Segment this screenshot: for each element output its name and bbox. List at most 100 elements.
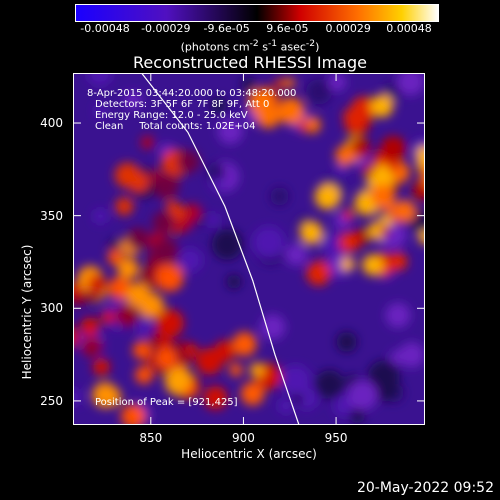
heatmap-emission-blob	[92, 382, 118, 408]
heatmap-emission-blob	[371, 184, 395, 208]
heatmap-emission-blob	[284, 77, 295, 89]
heatmap-emission-blob	[232, 331, 257, 357]
heatmap-texture-blob	[305, 79, 332, 105]
colorbar-tick-label: 0.00048	[386, 22, 432, 35]
heatmap-emission-blob	[155, 309, 184, 338]
heatmap-texture-blob	[280, 364, 311, 396]
heatmap-texture-blob	[226, 274, 242, 290]
x-tick-label: 850	[139, 431, 163, 445]
heatmap-emission-blob	[121, 404, 146, 425]
heatmap-emission-blob	[298, 120, 311, 133]
colorbar	[75, 4, 439, 22]
heatmap-texture-blob	[385, 302, 411, 328]
heatmap-texture-blob	[334, 163, 348, 177]
colorbar-tick-label: -0.00029	[141, 22, 191, 35]
x-tick-label: 900	[231, 431, 255, 445]
heatmap-texture-blob	[367, 360, 400, 393]
y-tick-label: 400	[40, 116, 63, 131]
heatmap-emission-blob	[185, 343, 199, 357]
heatmap-texture-blob	[328, 73, 347, 92]
heatmap-texture-blob	[396, 73, 425, 96]
x-axis-label: Heliocentric X (arcsec)	[181, 447, 317, 461]
heatmap-emission-blob	[183, 203, 202, 222]
heatmap-emission-blob	[196, 347, 223, 375]
heatmap-emission-blob	[158, 337, 173, 352]
heatmap-texture-blob	[94, 104, 109, 118]
heatmap-plot	[73, 73, 425, 425]
heatmap-texture-blob	[260, 314, 286, 340]
heatmap-emission-blob	[125, 282, 151, 308]
heatmap-texture-blob	[212, 177, 225, 190]
annotation-time-range: 8-Apr-2015 03:44:20.000 to 03:48:20.000	[87, 88, 297, 99]
heatmap-emission-blob	[240, 381, 265, 406]
heatmap-texture-blob	[124, 91, 142, 110]
heatmap-emission-blob	[140, 135, 154, 150]
heatmap-emission-blob	[412, 180, 425, 201]
heatmap-texture-blob	[285, 243, 308, 266]
heatmap-texture-blob	[278, 397, 294, 414]
heatmap-texture-blob	[270, 187, 289, 206]
heatmap-emission-blob	[155, 347, 177, 369]
heatmap-texture-blob	[73, 388, 82, 406]
heatmap-emission-blob	[73, 282, 82, 298]
heatmap-emission-blob	[184, 385, 196, 397]
solar-limb-curve	[141, 73, 300, 425]
heatmap-emission-blob	[73, 327, 80, 347]
y-tick-label: 250	[40, 393, 63, 408]
colorbar-tick-label: 0.00029	[325, 22, 371, 35]
heatmap-emission-blob	[388, 252, 408, 271]
heatmap-texture-blob	[135, 318, 154, 337]
colorbar-unit-label: (photons cm-2 s-1 asec-2)	[180, 38, 320, 54]
heatmap-emission-blob	[80, 317, 100, 337]
heatmap-texture-blob	[206, 212, 220, 227]
heatmap-texture-blob	[210, 96, 227, 114]
heatmap-emission-blob	[114, 162, 141, 188]
heatmap-emission-blob	[393, 200, 416, 222]
annotation-clean-counts: Clean Total counts: 1.02E+04	[95, 121, 256, 132]
heatmap-emission-blob	[418, 230, 425, 245]
heatmap-emission-blob	[381, 215, 393, 227]
heatmap-emission-blob	[274, 78, 285, 89]
heatmap-texture-blob	[217, 118, 243, 145]
heatmap-texture-blob	[177, 248, 203, 273]
annotation-detectors: Detectors: 3F 5F 6F 7F 8F 9F, Att 0	[95, 99, 270, 110]
heatmap-emission-blob	[152, 238, 180, 265]
heatmap-emission-blob	[299, 221, 323, 245]
heatmap-emission-blob	[314, 183, 341, 210]
heatmap-emission-blob	[81, 337, 101, 357]
heatmap-texture-blob	[241, 77, 256, 92]
heatmap-emission-blob	[248, 88, 275, 116]
heatmap-emission-blob	[306, 261, 331, 286]
heatmap-emission-blob	[203, 385, 228, 410]
annotation-energy-range: Energy Range: 12.0 - 25.0 keV	[95, 110, 248, 121]
heatmap-texture-blob	[92, 208, 108, 224]
heatmap-emission-blob	[376, 164, 389, 176]
heatmap-emission-blob	[152, 172, 180, 199]
heatmap-emission-blob	[335, 145, 356, 166]
heatmap-emission-blob	[350, 96, 377, 122]
heatmap-emission-blob	[177, 150, 200, 173]
heatmap-emission-blob	[338, 231, 360, 253]
y-tick-label: 350	[40, 208, 63, 223]
heatmap-emission-blob	[117, 258, 139, 280]
heatmap-emission-blob	[367, 221, 387, 241]
heatmap-emission-blob	[416, 145, 425, 162]
heatmap-emission-blob	[156, 264, 184, 292]
heatmap-emission-blob	[249, 362, 265, 378]
heatmap-texture-blob	[349, 408, 365, 424]
heatmap-emission-blob	[341, 257, 355, 272]
heatmap-emission-blob	[135, 365, 154, 384]
heatmap-emission-blob	[100, 310, 115, 325]
colorbar-tick-label: 9.6e-05	[266, 22, 309, 35]
colorbar-tick-label: -9.6e-05	[203, 22, 250, 35]
heatmap-emission-blob	[92, 358, 110, 376]
heatmap-texture-blob	[252, 226, 285, 259]
heatmap-texture-blob	[347, 380, 378, 411]
y-axis-label: Heliocentric Y (arcsec)	[20, 244, 34, 380]
heatmap-emission-blob	[370, 94, 394, 118]
heatmap-emission-blob	[126, 227, 150, 251]
heatmap-emission-blob	[277, 97, 305, 125]
heatmap-texture-blob	[399, 342, 425, 368]
heatmap-texture-blob	[87, 73, 112, 86]
heatmap-emission-blob	[379, 225, 390, 236]
